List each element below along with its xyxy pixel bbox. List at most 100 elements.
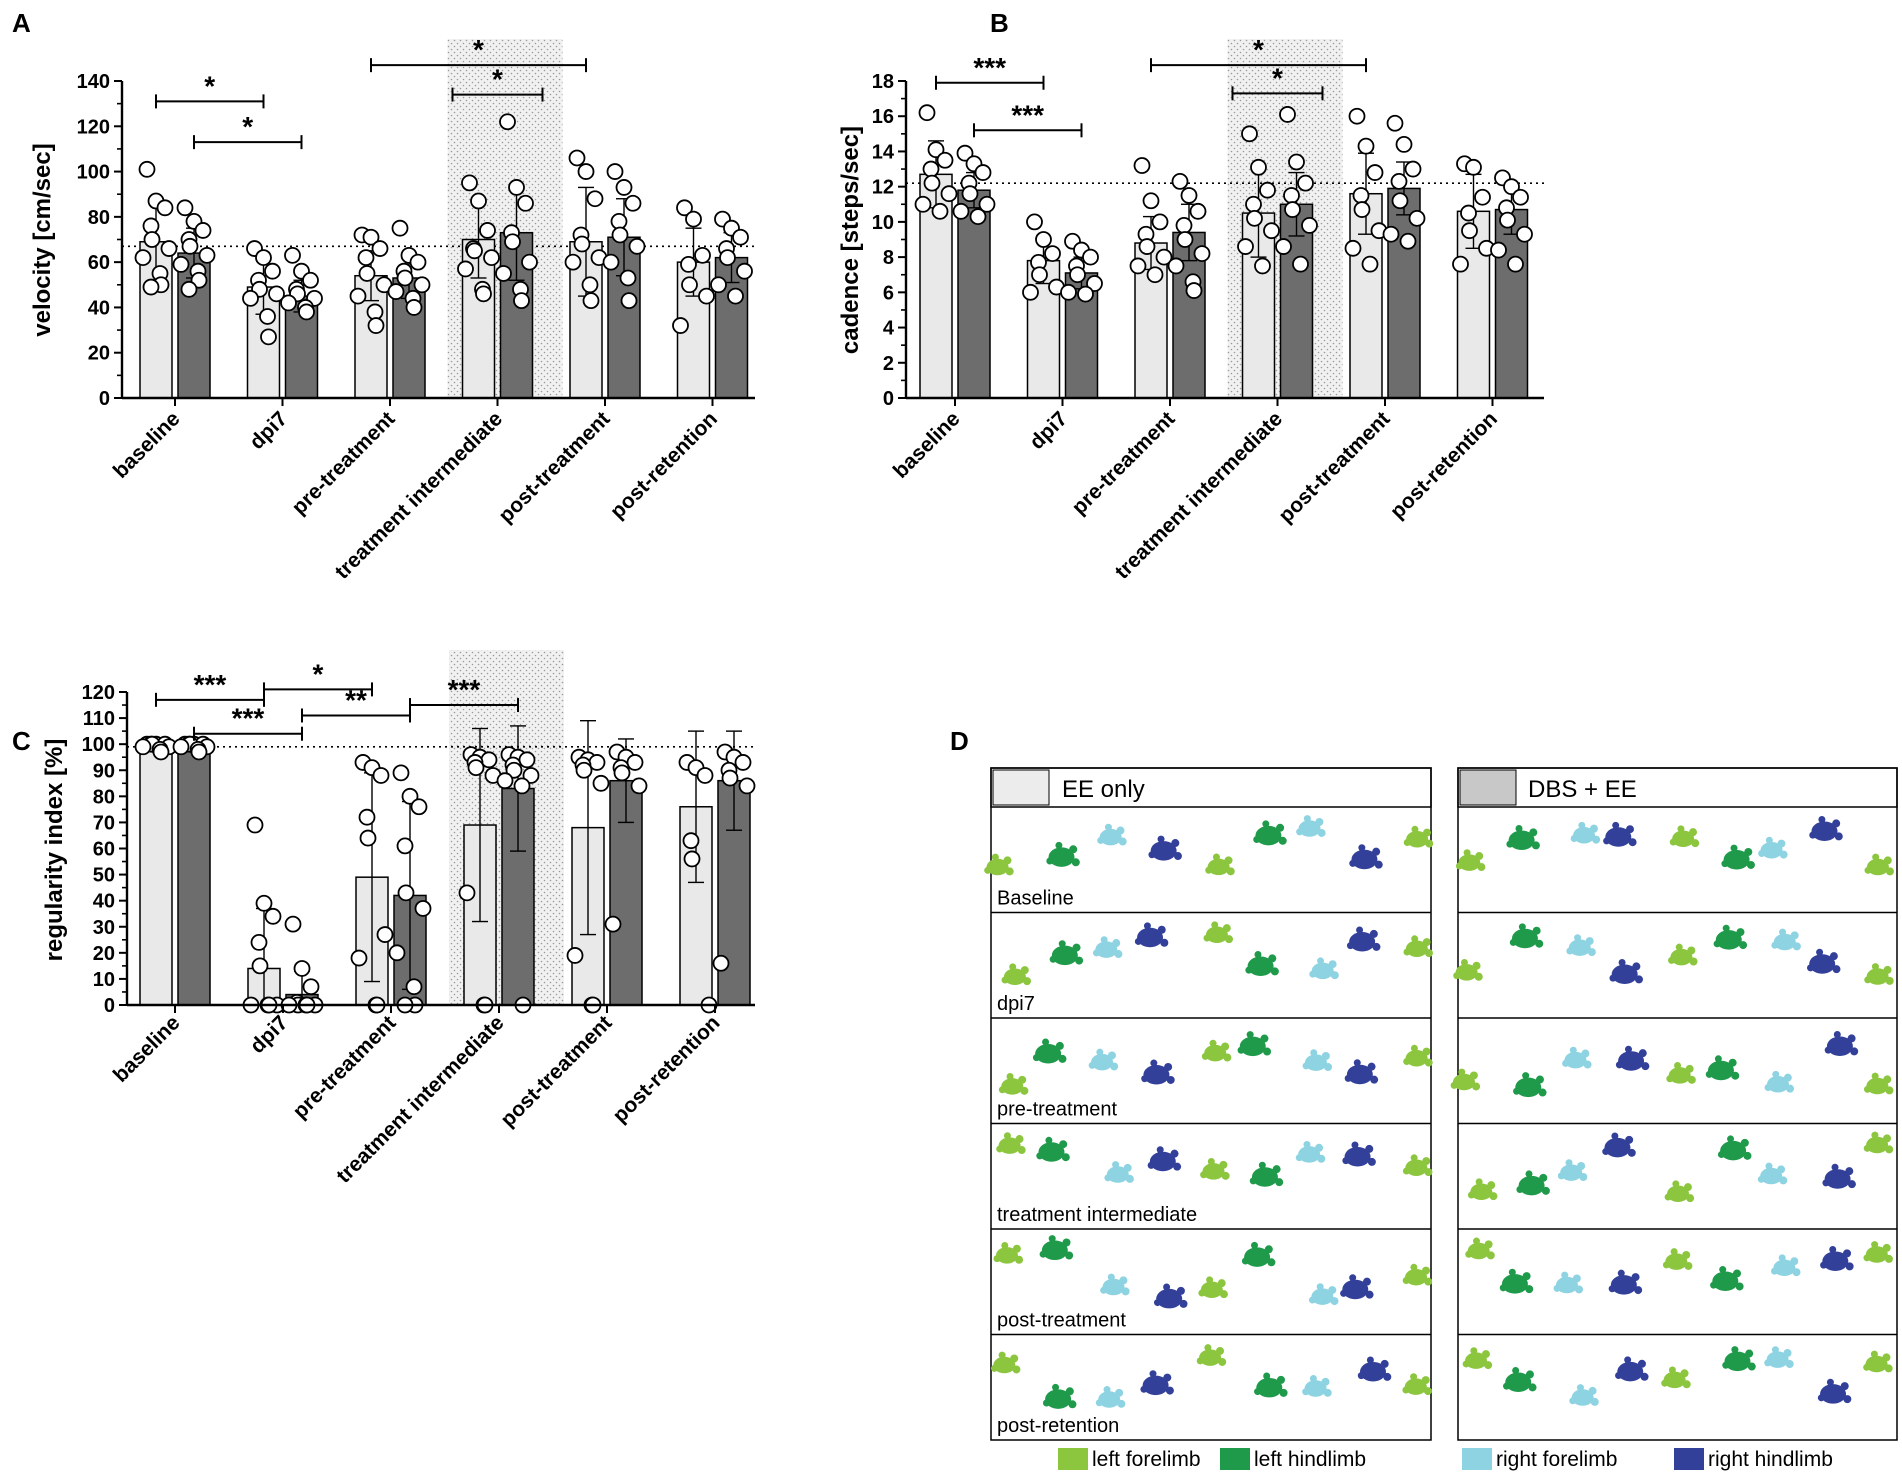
- data-point: [1474, 188, 1491, 206]
- footprint: [1088, 1048, 1119, 1071]
- data-point: [734, 754, 752, 771]
- data-point: [302, 271, 319, 289]
- data-point: [358, 265, 376, 282]
- footprint: [1721, 844, 1755, 870]
- footprint: [1346, 926, 1381, 952]
- footprint: [1201, 1039, 1232, 1062]
- x-tick-label: dpi7: [1025, 407, 1072, 454]
- footprint: [1662, 1248, 1693, 1270]
- y-tick-label: 6: [883, 282, 894, 304]
- footprint: [1570, 821, 1601, 844]
- x-tick-label: pre-treatment: [288, 407, 400, 519]
- footprint: [1205, 853, 1235, 876]
- footprint: [1302, 1375, 1332, 1397]
- data-point: [142, 278, 160, 296]
- data-point: [719, 249, 736, 267]
- data-point: [152, 743, 170, 761]
- data-point: [1353, 201, 1371, 218]
- data-point: [396, 837, 414, 855]
- data-point: [961, 185, 979, 203]
- data-point: [255, 249, 272, 267]
- footprint: [1342, 1141, 1376, 1167]
- y-tick-label: 80: [88, 207, 110, 229]
- footprint: [1666, 1062, 1696, 1084]
- data-point: [582, 292, 600, 310]
- footprint: [1344, 1059, 1379, 1085]
- data-point: [1404, 160, 1422, 178]
- data-point: [581, 276, 599, 294]
- data-point: [1288, 153, 1305, 171]
- data-point: [1151, 213, 1169, 231]
- data-point: [927, 141, 945, 159]
- data-point: [914, 195, 932, 213]
- chart-regularity: 0 10 20 30 40 50 60 70 80 90 100 110 120 regularity i…: [41, 650, 756, 1188]
- x-tick-label: pre-treatment: [1068, 407, 1180, 519]
- data-point: [176, 199, 194, 217]
- footprint: [1349, 844, 1383, 870]
- data-point: [1292, 255, 1309, 273]
- data-point: [1077, 285, 1094, 303]
- footprint: [1615, 1045, 1650, 1071]
- data-point: [410, 798, 428, 816]
- footprint: [1569, 1384, 1599, 1406]
- footprint: [1513, 1072, 1547, 1098]
- y-tick-label: 120: [82, 682, 115, 704]
- footprint: [1254, 1372, 1288, 1398]
- sig-label: ***: [448, 674, 481, 705]
- data-point: [1382, 225, 1400, 243]
- data-point: [499, 113, 516, 131]
- x-tick-label: post-retention: [606, 407, 722, 523]
- data-point: [1254, 257, 1271, 275]
- data-point: [397, 884, 415, 902]
- data-point: [602, 253, 620, 271]
- data-point: [1297, 174, 1314, 192]
- data-point: [604, 915, 622, 933]
- footprint: [1237, 1031, 1272, 1057]
- footprint: [1863, 1072, 1894, 1095]
- footprint: [1817, 1378, 1852, 1404]
- footprint: [1758, 836, 1788, 859]
- data-point: [522, 767, 540, 784]
- y-tick-label: 0: [883, 388, 894, 410]
- footprint-panel: EE only DBS + EE Baseline dpi7 pre-treatme…: [984, 767, 1898, 1471]
- footprint: [1402, 1373, 1432, 1396]
- row-label: post-treatment: [997, 1310, 1126, 1332]
- chart-velocity: 0 20 40 60 80 100 120 140 velocity [cm/sec] basel…: [29, 34, 755, 584]
- data-point: [357, 249, 375, 267]
- data-point: [1512, 188, 1529, 206]
- data-point: [259, 308, 276, 325]
- footprint: [1049, 940, 1084, 966]
- x-tick-label: post-retention: [1386, 407, 1502, 523]
- data-point: [466, 242, 483, 260]
- footprint: [1771, 928, 1801, 951]
- footprint: [993, 1241, 1024, 1264]
- data-point: [302, 978, 320, 996]
- footprint: [1097, 823, 1127, 846]
- legend-label: left hindlimb: [1254, 1448, 1366, 1471]
- x-tick-label: dpi7: [245, 407, 292, 454]
- data-point: [496, 772, 514, 790]
- footprint: [1717, 1135, 1752, 1161]
- footprint: [1001, 963, 1032, 986]
- footprint: [990, 1351, 1021, 1374]
- row-label: dpi7: [997, 993, 1035, 1015]
- data-point: [1133, 157, 1151, 174]
- data-point: [1507, 255, 1524, 273]
- data-point: [1465, 158, 1482, 176]
- data-point: [194, 222, 212, 239]
- footprint: [1863, 1241, 1893, 1263]
- legend-label: left forelimb: [1092, 1448, 1201, 1471]
- footprint: [1308, 1283, 1339, 1306]
- footprint: [1147, 1146, 1182, 1172]
- legend-label: right forelimb: [1496, 1448, 1617, 1471]
- data-point: [736, 262, 753, 280]
- footprint: [1863, 1131, 1894, 1154]
- data-point: [1452, 255, 1469, 273]
- data-point: [198, 246, 216, 264]
- x-tick-label: baseline: [109, 1011, 185, 1087]
- data-point: [260, 328, 277, 346]
- data-point: [624, 194, 642, 212]
- y-tick-label: 40: [88, 297, 110, 319]
- data-point: [1283, 187, 1300, 204]
